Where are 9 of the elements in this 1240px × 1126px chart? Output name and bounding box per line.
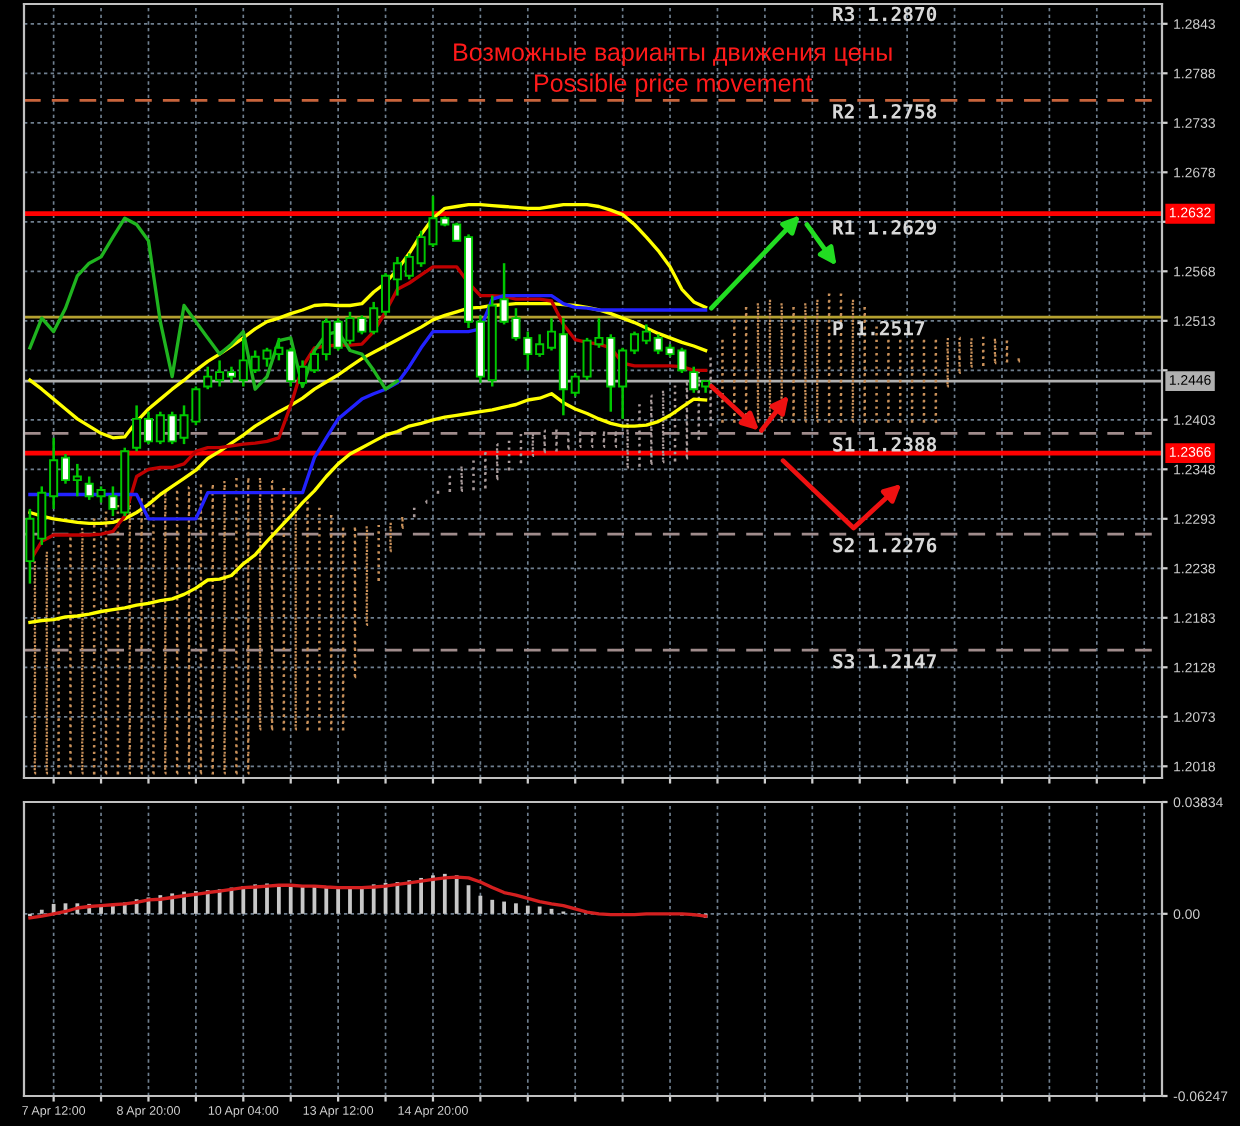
- annotation: R1 1.2629: [833, 220, 937, 235]
- annotation: R2 1.2758: [833, 103, 937, 119]
- annotation: S3 1.2147: [833, 653, 936, 669]
- annotation: P 1.2517: [833, 320, 925, 336]
- text: Possible price movement: [535, 73, 813, 97]
- annotation: S2 1.2276: [833, 537, 937, 553]
- annotation: S1 1.2388: [833, 436, 937, 452]
- text: Возможные варианты движения цены: [454, 43, 892, 66]
- annotation: R3 1.2870: [833, 6, 937, 22]
